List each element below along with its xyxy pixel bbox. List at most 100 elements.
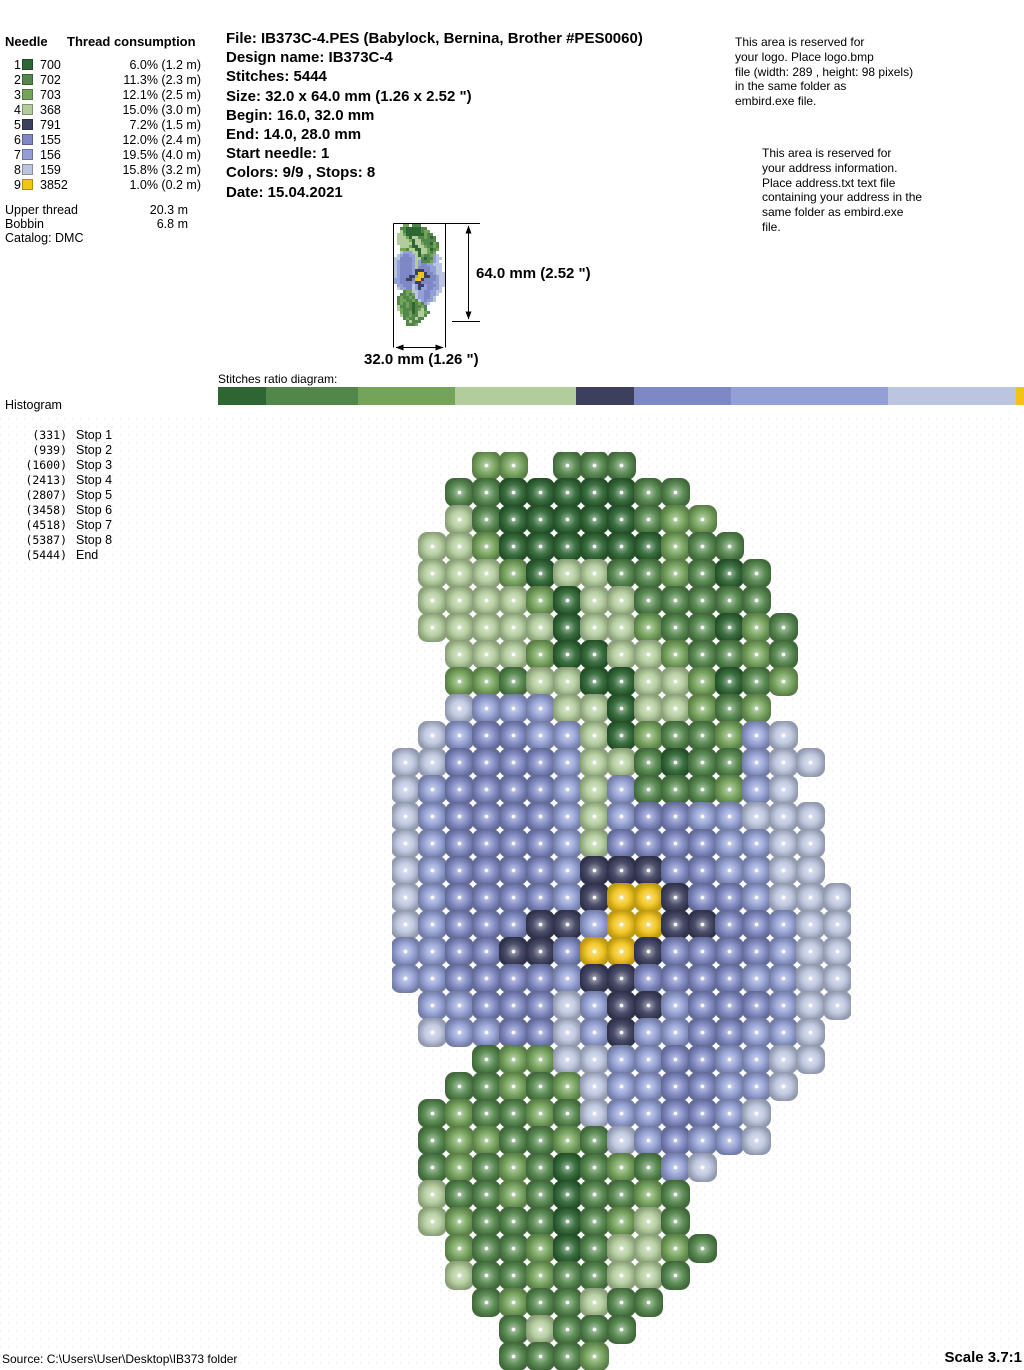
needle-number: 9 [14, 177, 21, 192]
needle-number: 3 [14, 87, 21, 102]
needle-number: 1 [14, 57, 21, 72]
logo-note-line: file (width: 289 , height: 98 pixels) [735, 64, 914, 79]
needle-table-header: Needle Thread consumption [5, 34, 201, 49]
histogram-count: (2807) [25, 488, 67, 502]
needle-number: 2 [14, 72, 21, 87]
histogram-count: (1600) [25, 458, 67, 472]
histogram-row: (1600) Stop 3 [5, 458, 112, 473]
address-note-line: containing your address in the [762, 190, 923, 205]
histogram-stop-label: Stop 5 [76, 488, 113, 502]
histogram-stop-label: Stop 4 [76, 473, 113, 487]
stitches-ratio-bar [218, 387, 1024, 405]
needle-row: 6 155 12.0% (2.4 m) [5, 132, 201, 147]
thread-code: 3852 [40, 177, 68, 192]
histogram-row: (3458) Stop 6 [5, 503, 112, 518]
ratio-segment-3852 [1015, 387, 1024, 405]
histogram-row: (939) Stop 2 [5, 443, 112, 458]
bobbin-label: Bobbin [5, 217, 44, 231]
thread-color-swatch [22, 119, 33, 130]
needle-header-label: Needle [5, 34, 48, 49]
ratio-segment-703 [357, 387, 456, 405]
thread-code: 159 [40, 162, 61, 177]
needle-row: 5 791 7.2% (1.5 m) [5, 117, 201, 132]
address-note-line: file. [762, 219, 781, 234]
ratio-segment-155 [634, 387, 732, 405]
thread-color-swatch [22, 134, 33, 145]
thread-color-swatch [22, 164, 33, 175]
ratio-segment-159 [888, 387, 1016, 405]
file-info-line: Size: 32.0 x 64.0 mm (1.26 x 2.52 ") [226, 87, 472, 105]
height-dimension-label: 64.0 mm (2.52 ") [476, 265, 591, 282]
thread-code: 791 [40, 117, 61, 132]
needle-number: 4 [14, 102, 21, 117]
needle-number: 7 [14, 147, 21, 162]
histogram-row: (4518) Stop 7 [5, 518, 112, 533]
thread-color-swatch [22, 59, 33, 70]
ratio-segment-368 [455, 387, 577, 405]
thread-color-swatch [22, 149, 33, 160]
needle-row: 7 156 19.5% (4.0 m) [5, 147, 201, 162]
needle-row: 1 700 6.0% (1.2 m) [5, 57, 201, 72]
histogram-count: (2413) [25, 473, 67, 487]
upper-thread-row: Upper thread 20.3 m [5, 203, 188, 217]
thread-code: 702 [40, 72, 61, 87]
histogram-stop-label: Stop 1 [76, 428, 113, 442]
file-info-line: Date: 15.04.2021 [226, 183, 343, 201]
histogram-count: (939) [32, 443, 67, 457]
thread-code: 700 [40, 57, 61, 72]
upper-thread-label: Upper thread [5, 203, 78, 217]
histogram-row: (331) Stop 1 [5, 428, 112, 443]
address-note-line: Place address.txt text file [762, 175, 896, 190]
scale-label: Scale 3.7:1 [944, 1349, 1022, 1366]
file-info-line: Colors: 9/9 , Stops: 8 [226, 164, 376, 182]
histogram-count: (3458) [25, 503, 67, 517]
logo-note-line: in the same folder as [735, 79, 847, 94]
file-info-line: Design name: IB373C-4 [226, 49, 393, 67]
cross-stitch-design [392, 452, 851, 1370]
thread-consumption-value: 15.8% (3.2 m) [122, 162, 201, 177]
needle-number: 8 [14, 162, 21, 177]
file-info-line: File: IB373C-4.PES (Babylock, Bernina, B… [226, 30, 643, 47]
histogram-row: (2807) Stop 5 [5, 488, 112, 503]
stitches-ratio-label: Stitches ratio diagram: [218, 372, 338, 386]
thread-color-swatch [22, 179, 33, 190]
needle-table: Needle Thread consumption 1 700 6.0% (1.2 … [5, 34, 201, 245]
thread-consumption-value: 19.5% (4.0 m) [122, 147, 201, 162]
thread-color-swatch [22, 89, 33, 100]
needle-number: 5 [14, 117, 21, 132]
thread-code: 368 [40, 102, 61, 117]
ratio-segment-702 [266, 387, 358, 405]
address-note-line: This area is reserved for [762, 146, 892, 160]
source-path: Source: C:\Users\User\Desktop\IB373 fold… [2, 1352, 238, 1366]
dimension-ticks [445, 223, 480, 322]
thread-color-swatch [22, 74, 33, 85]
thread-consumption-value: 7.2% (1.5 m) [129, 117, 201, 132]
thread-consumption-value: 6.0% (1.2 m) [129, 57, 201, 72]
thread-code: 156 [40, 147, 61, 162]
address-note-line: same folder as embird.exe [762, 205, 904, 220]
logo-note-line: This area is reserved for [735, 35, 865, 49]
ratio-segment-791 [576, 387, 635, 405]
histogram-stop-label: Stop 7 [76, 518, 113, 532]
ratio-segment-156 [731, 387, 889, 405]
logo-note-line: your logo. Place logo.bmp [735, 49, 874, 64]
thread-consumption-header-label: Thread consumption [67, 34, 196, 49]
bobbin-value: 6.8 m [156, 217, 188, 231]
needle-row: 3 703 12.1% (2.5 m) [5, 87, 201, 102]
needle-row: 8 159 15.8% (3.2 m) [5, 162, 201, 177]
histogram-count: (4518) [25, 518, 67, 532]
needle-number: 6 [14, 132, 21, 147]
thread-consumption-value: 11.3% (2.3 m) [123, 72, 201, 87]
logo-note-line: embird.exe file. [735, 94, 817, 109]
file-info-line: Start needle: 1 [226, 145, 330, 163]
thread-consumption-value: 12.1% (2.5 m) [122, 87, 201, 102]
histogram-row: (5444) End [5, 548, 112, 563]
thread-totals: Upper thread 20.3 m Bobbin 6.8 m Catalog… [5, 203, 188, 245]
needle-row: 9 3852 1.0% (0.2 m) [5, 177, 201, 192]
file-info-line: Begin: 16.0, 32.0 mm [226, 106, 375, 124]
histogram-stop-label: End [76, 548, 99, 562]
file-info-line: Stitches: 5444 [226, 68, 327, 86]
ratio-segment-700 [218, 387, 267, 405]
histogram-title: Histogram [5, 398, 62, 412]
